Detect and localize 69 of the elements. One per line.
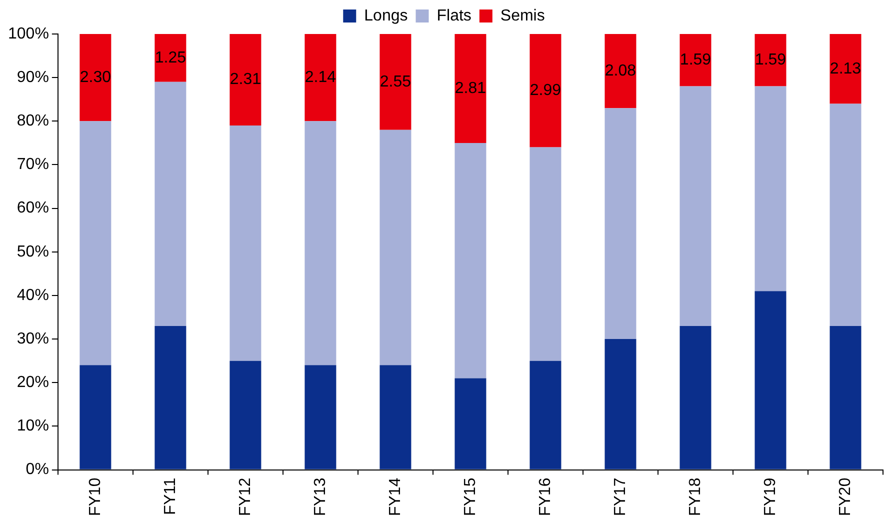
x-tick-label: FY16 [536, 478, 554, 516]
bar [380, 130, 412, 366]
y-tick-label: 80% [16, 112, 49, 130]
y-tick-label: 90% [16, 68, 49, 86]
bar [80, 365, 112, 470]
bar [454, 142, 486, 378]
x-tick-label: FY11 [162, 478, 179, 515]
y-tick-label: 10% [16, 418, 49, 435]
annotation: 2.81 [454, 80, 486, 97]
bar [604, 339, 636, 470]
bar [530, 360, 562, 470]
annotation: 2.14 [304, 68, 336, 86]
x-tick-label: FY12 [236, 478, 254, 516]
annotation: 1.59 [754, 52, 786, 69]
bar [830, 326, 862, 470]
bar [154, 326, 186, 470]
y-tick-label: 30% [16, 330, 49, 348]
x-tick-label: FY15 [462, 478, 479, 516]
bar [80, 121, 112, 366]
y-tick-label: 0% [26, 461, 49, 478]
bar [680, 34, 712, 86]
bar [754, 291, 786, 470]
annotation: 2.31 [230, 71, 262, 88]
y-tick-label: 40% [16, 286, 49, 304]
annotation: 2.30 [80, 68, 112, 86]
x-tick-label: FY17 [612, 478, 629, 516]
bar [380, 34, 412, 130]
y-tick-label: 50% [16, 243, 49, 260]
x-tick-label: FY14 [386, 478, 404, 516]
x-tick-label: FY13 [312, 478, 329, 516]
legend-label: Semis [500, 7, 545, 24]
x-tick-label: FY19 [762, 478, 779, 516]
bar [304, 34, 336, 122]
y-tick-label: 20% [16, 374, 49, 392]
annotation: 2.55 [380, 73, 412, 90]
bar [230, 34, 262, 126]
bar [454, 34, 486, 143]
annotation: 2.13 [830, 60, 862, 78]
bar [604, 108, 636, 340]
x-tick-label: FY20 [836, 478, 854, 516]
y-tick-label: 60% [16, 200, 49, 217]
bar [154, 82, 186, 326]
bar [604, 34, 636, 108]
x-tick-label: FY18 [686, 478, 704, 516]
annotation: 2.99 [530, 82, 562, 100]
y-tick-label: 100% [8, 25, 49, 42]
bar [454, 378, 486, 470]
bar [754, 86, 786, 292]
bar [754, 34, 786, 86]
bar [230, 126, 262, 361]
bar [530, 34, 562, 148]
bar [830, 34, 862, 104]
bar [530, 147, 562, 361]
annotation: 2.08 [604, 62, 636, 80]
bar [80, 34, 112, 122]
legend-label: Flats [436, 7, 472, 24]
bar [304, 365, 336, 470]
bar [230, 360, 262, 470]
bar [154, 34, 186, 82]
bar [680, 326, 712, 470]
bar [304, 121, 336, 366]
bar [680, 86, 712, 326]
x-tick-label: FY10 [86, 478, 104, 516]
legend-label: Longs [364, 7, 408, 24]
bar [830, 104, 862, 326]
annotation: 1.25 [154, 49, 186, 66]
annotation: 1.59 [680, 52, 712, 69]
y-tick-label: 70% [16, 156, 49, 174]
bar [380, 365, 412, 470]
